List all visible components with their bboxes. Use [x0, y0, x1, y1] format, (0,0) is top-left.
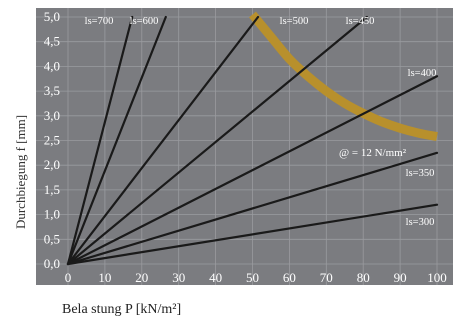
- ticks-layer: 0 10 20 30 40 50 60 70 80 90 100 0,0 0,5 1,0 1,5 2,0 2,5…: [44, 9, 447, 285]
- series-label: ls=700: [85, 16, 114, 27]
- series-line-ls-500: [66, 15, 260, 266]
- labels-layer: ls=700 ls=600 ls=500 ls=450 ls=400 ls=350 ls=3…: [85, 16, 437, 228]
- series-label: ls=350: [406, 168, 435, 179]
- series-line-ls-400: [66, 75, 439, 266]
- grid: [36, 8, 453, 285]
- y-tick-label: 0,0: [44, 256, 60, 271]
- x-tick-label: 60: [283, 270, 296, 285]
- x-tick-label: 20: [135, 270, 148, 285]
- x-axis-title: Bela stung P [kN/m²]: [62, 302, 181, 317]
- y-tick-label: 0,5: [44, 231, 60, 246]
- series-label: ls=500: [280, 16, 309, 27]
- y-tick-label: 5,0: [44, 9, 60, 24]
- x-tick-label: 40: [209, 270, 222, 285]
- x-tick-label: 70: [320, 270, 333, 285]
- stress-curve-label: @ = 12 N/mm²: [339, 147, 407, 159]
- series-layer: [66, 15, 439, 266]
- y-tick-label: 3,0: [44, 108, 60, 123]
- y-tick-label: 3,5: [44, 83, 60, 98]
- series-line-ls-700: [66, 15, 134, 266]
- series-line-ls-600: [66, 15, 167, 266]
- x-tick-label: 0: [65, 270, 72, 285]
- x-tick-label: 50: [246, 270, 259, 285]
- y-tick-label: 2,5: [44, 133, 60, 148]
- y-axis-title: Durchbiegung f [mm]: [13, 115, 28, 229]
- series-label: ls=600: [130, 16, 159, 27]
- y-tick-label: 4,0: [44, 58, 60, 73]
- series-line-ls-450: [66, 15, 368, 266]
- x-tick-label: 90: [394, 270, 407, 285]
- y-tick-label: 1,0: [44, 207, 60, 222]
- series-line-ls-350: [66, 151, 439, 266]
- series-line-ls-300: [66, 203, 439, 266]
- stress-curve-layer: [249, 11, 438, 141]
- y-tick-label: 1,5: [44, 182, 60, 197]
- x-tick-label: 80: [357, 270, 370, 285]
- x-tick-label: 10: [98, 270, 111, 285]
- series-label: ls=300: [406, 217, 435, 228]
- x-tick-label: 30: [172, 270, 185, 285]
- stress-curve: [249, 11, 438, 141]
- y-tick-label: 4,5: [44, 34, 60, 49]
- series-label: ls=400: [408, 68, 437, 79]
- x-tick-label: 100: [427, 270, 447, 285]
- plot-background: [36, 8, 453, 285]
- series-label: ls=450: [346, 16, 375, 27]
- y-tick-label: 2,0: [44, 157, 60, 172]
